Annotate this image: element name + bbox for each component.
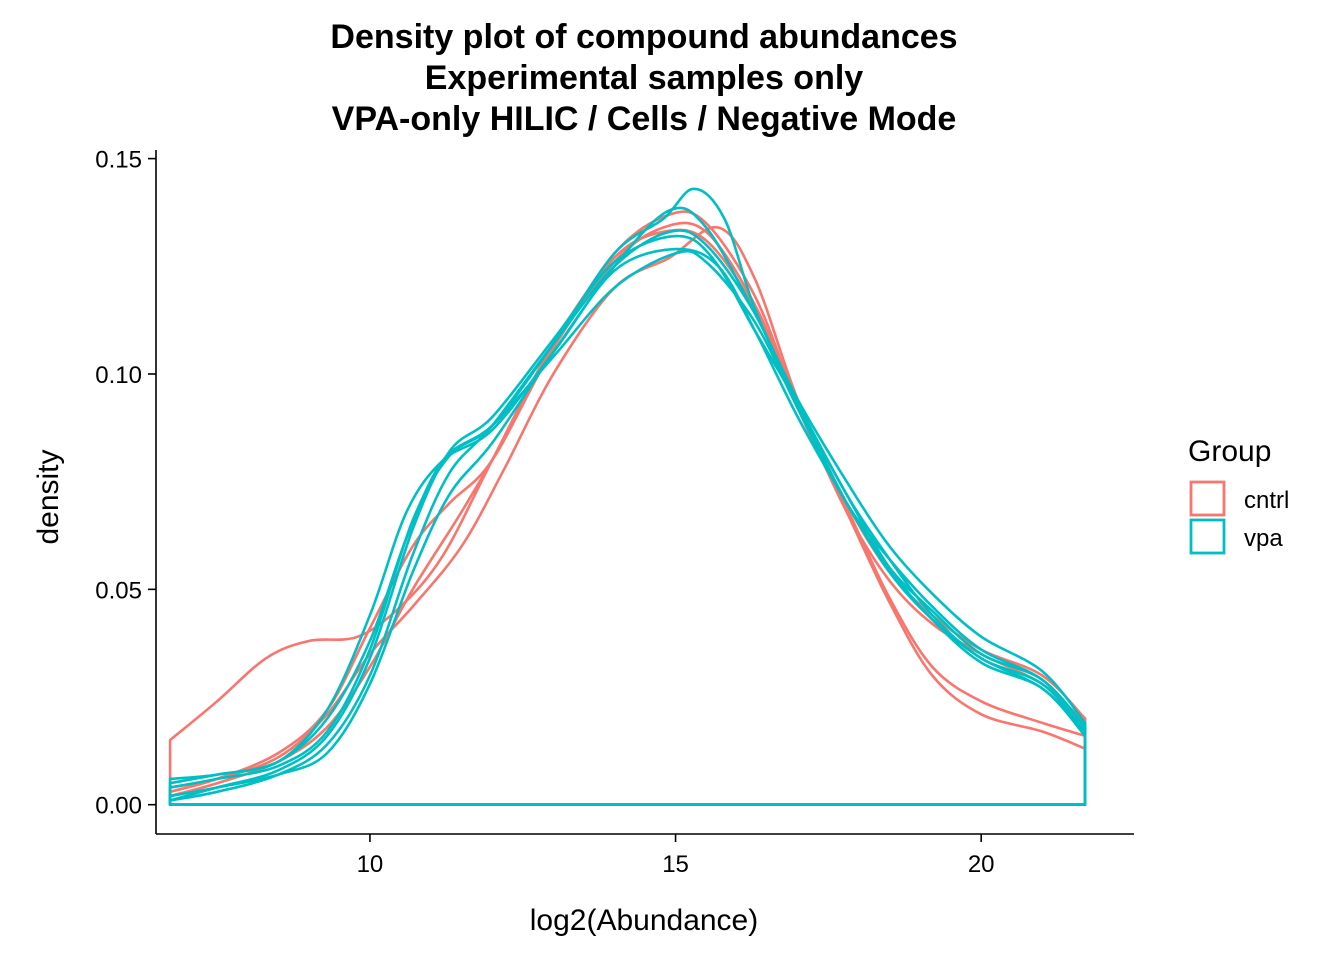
density-curve-vpa [168, 206, 1087, 806]
legend-key-cntrl [1189, 480, 1226, 517]
y-axis-title: density [32, 449, 65, 544]
density-curve-vpa [168, 229, 1087, 806]
density-curve-cntrl [168, 221, 1087, 806]
y-tick-label: 0.15 [95, 147, 142, 174]
y-tick-label: 0.00 [95, 793, 142, 820]
density-curve-vpa [168, 247, 1087, 806]
y-tick-label: 0.05 [95, 577, 142, 604]
density-curve-cntrl [168, 228, 1087, 806]
legend-key-vpa [1189, 518, 1226, 555]
density-curve-vpa [168, 249, 1087, 806]
legend-label-vpa: vpa [1244, 525, 1283, 552]
density-curve-vpa [168, 187, 1087, 806]
x-tick-label: 15 [662, 851, 689, 878]
x-axis-ticks: 10 15 20 [357, 834, 995, 878]
y-tick-label: 0.10 [95, 362, 142, 389]
title-line-1: Density plot of compound abundances [330, 18, 957, 56]
legend-entries: cntrl vpa [1189, 480, 1289, 555]
legend-label-cntrl: cntrl [1244, 487, 1289, 514]
density-curve-cntrl [168, 210, 1087, 806]
x-axis-title: log2(Abundance) [530, 904, 759, 937]
title-line-2: Experimental samples only [425, 59, 863, 97]
chart-title: Density plot of compound abundances Expe… [330, 18, 957, 138]
density-curve-vpa [168, 234, 1087, 806]
plot-area: 10 15 20 0.00 0.05 0.10 0.15 [95, 147, 1134, 878]
x-tick-label: 20 [968, 851, 995, 878]
density-curve-cntrl [168, 225, 1087, 806]
legend: Group cntrl vpa [1188, 435, 1289, 555]
title-line-3: VPA-only HILIC / Cells / Negative Mode [332, 100, 957, 138]
series-layer [168, 187, 1087, 806]
legend-title: Group [1188, 435, 1271, 468]
x-tick-label: 10 [357, 851, 384, 878]
y-axis-ticks: 0.00 0.05 0.10 0.15 [95, 147, 156, 820]
